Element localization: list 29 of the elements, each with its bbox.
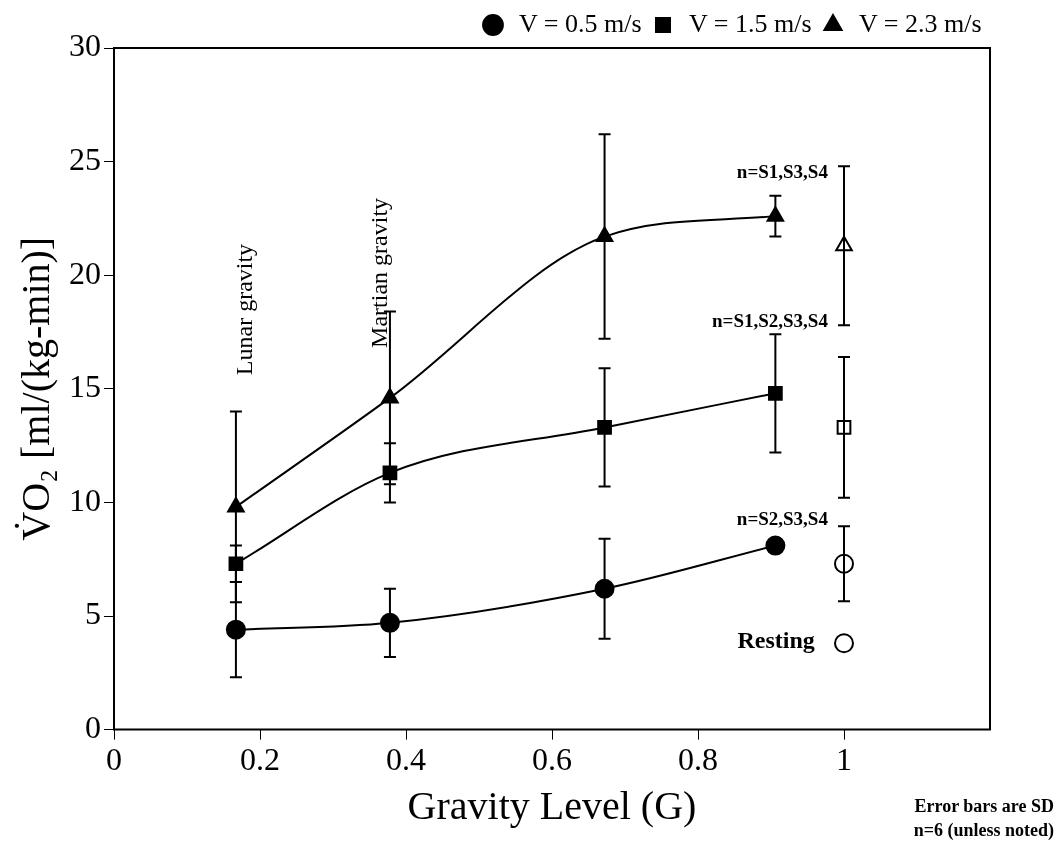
- y-tick-label: 0: [85, 709, 101, 746]
- x-tick-label: 0.6: [532, 741, 572, 778]
- y-tick-label: 15: [69, 368, 101, 405]
- point: [834, 633, 854, 654]
- y-tick-label: 10: [69, 481, 101, 518]
- legend-label: V = 2.3 m/s: [859, 8, 982, 38]
- y-tick-label: 20: [69, 254, 101, 291]
- y-tick-label: 5: [85, 595, 101, 632]
- point: [597, 420, 612, 435]
- y-tick-label: 30: [69, 27, 101, 64]
- annotation: Martian gravity: [366, 197, 393, 348]
- x-tick-label: 1: [836, 741, 852, 778]
- annotation: Resting: [737, 626, 815, 653]
- legend-label: V = 0.5 m/s: [518, 8, 642, 38]
- point: [768, 385, 783, 401]
- x-axis-title: Gravity Level (G): [407, 782, 697, 828]
- annotation: Lunar gravity: [230, 243, 257, 376]
- annotation: n=S2,S3,S4: [736, 508, 829, 530]
- x-tick-label: 0.8: [678, 741, 718, 778]
- point: [765, 535, 786, 556]
- annotation: n=S1,S3,S4: [736, 160, 829, 182]
- y-axis-title: V̇O₂ [ml/(kg-min)]: [12, 236, 58, 541]
- x-tick-label: 0.2: [240, 741, 280, 778]
- legend-label: V = 1.5 m/s: [688, 8, 812, 38]
- x-tick-label: 0.4: [386, 741, 426, 778]
- text: n=6 (unless noted): [913, 819, 1054, 841]
- y-tick-label: 25: [69, 141, 101, 178]
- annotation: n=S1,S2,S3,S4: [712, 310, 829, 332]
- text: Error bars are SD: [914, 795, 1054, 816]
